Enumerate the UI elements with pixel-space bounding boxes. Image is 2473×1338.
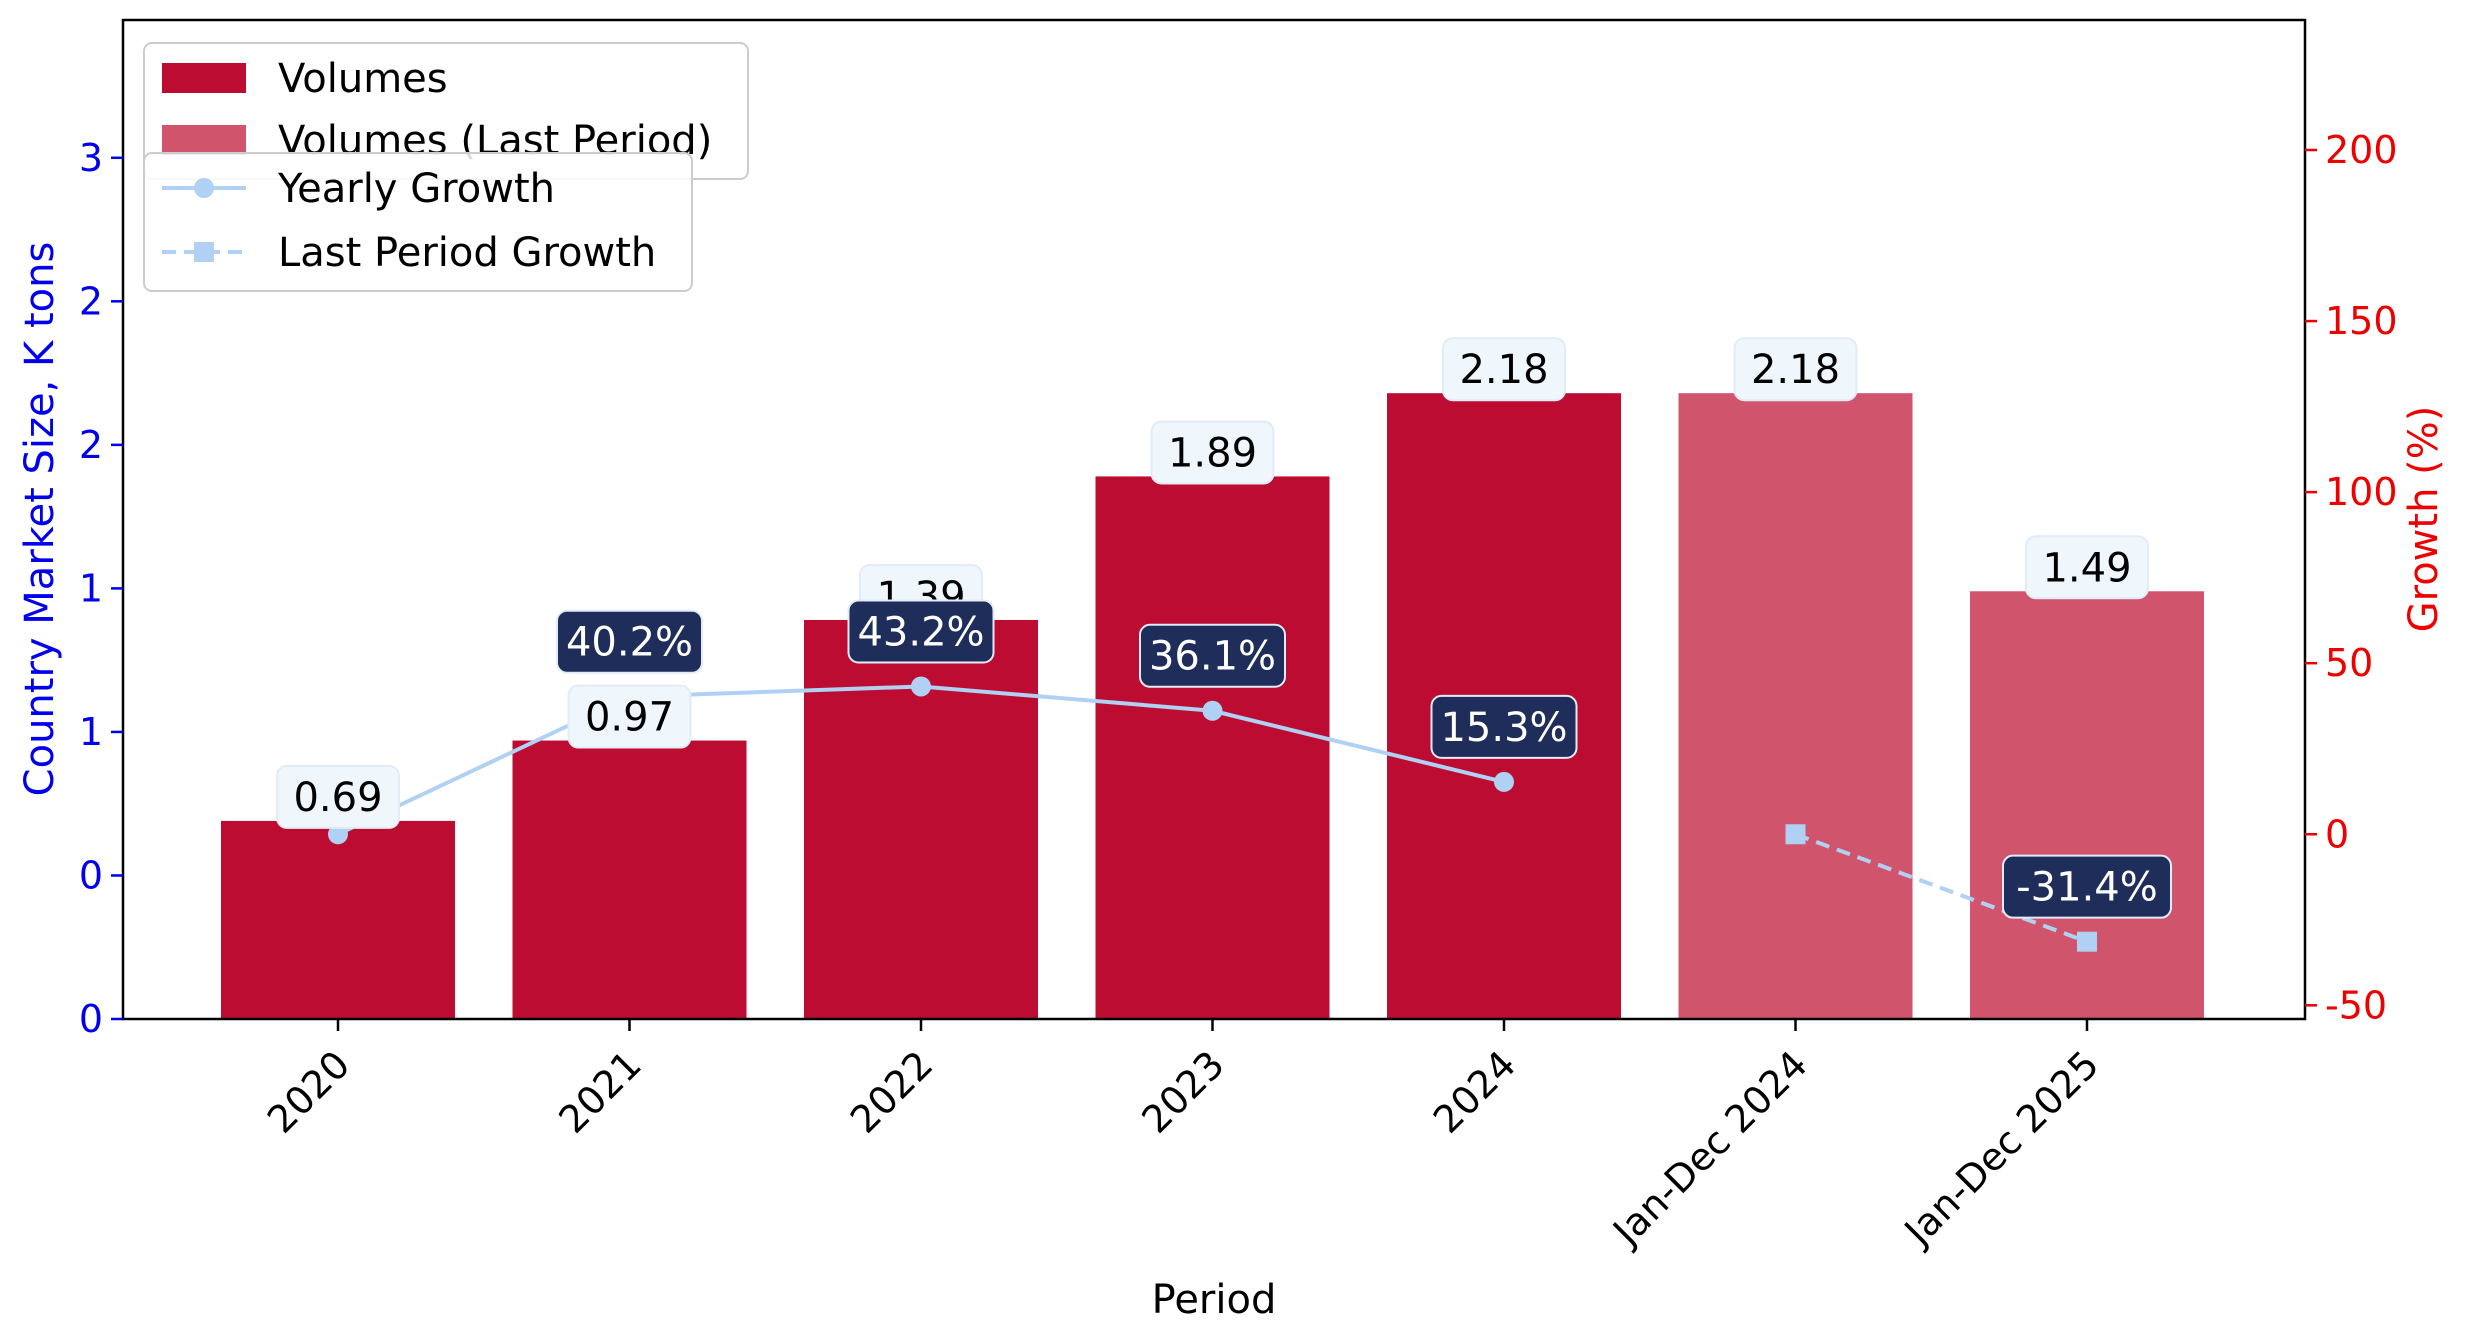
bar-value-label-volumes-1-box xyxy=(567,684,692,749)
left-tick-label-4: 2 xyxy=(79,423,103,467)
legend-label-0: Volumes xyxy=(278,56,448,102)
yearly-growth-marker-0 xyxy=(328,824,348,845)
bar-value-label-last-period-5-box xyxy=(1733,337,1858,402)
left-tick-label-3: 1 xyxy=(79,566,103,610)
growth-label-last-period-6: -31.4% xyxy=(2016,865,2158,911)
last-period-growth-marker-0 xyxy=(1785,824,1806,845)
growth-label-yearly-2: 43.2% xyxy=(857,609,984,655)
left-tick-label-5: 2 xyxy=(79,279,103,323)
yearly-growth-marker-2 xyxy=(911,676,931,697)
last-period-growth-line xyxy=(1794,832,2088,944)
bar-value-label-volumes-1: 0.97 xyxy=(585,695,674,741)
bar-value-label-last-period-6-box xyxy=(2025,535,2149,600)
legend-growth-label-1: Last Period Growth xyxy=(278,230,656,276)
bar-value-label-volumes-4-box xyxy=(1442,337,1566,402)
left-axis: 0 0 1 1 2 2 3 xyxy=(79,136,123,1041)
legend-marker-0 xyxy=(194,178,214,198)
bar-volumes-1 xyxy=(512,740,747,1019)
growth-label-yearly-2-box xyxy=(847,599,995,664)
legend-swatch-1 xyxy=(162,125,246,155)
bar-volumes-last-period-5 xyxy=(1678,393,1913,1019)
left-tick-label-1: 0 xyxy=(79,853,103,897)
left-tick-label-2: 1 xyxy=(79,710,103,754)
right-tick-label-5: 200 xyxy=(2325,128,2398,172)
legend-swatch-0 xyxy=(162,63,246,93)
left-tick-label-6: 3 xyxy=(79,136,103,180)
x-axis-title: Period xyxy=(1152,1277,1277,1323)
plot-frame xyxy=(121,18,2307,1021)
growth-label-yearly-4-box xyxy=(1430,694,1578,759)
last-period-growth-marker-1 xyxy=(2077,931,2097,952)
right-tick-label-1: 0 xyxy=(2325,812,2349,856)
bar-volumes-3 xyxy=(1095,476,1330,1019)
growth-lines-layer xyxy=(328,676,2097,952)
bar-value-label-last-period-6: 1.49 xyxy=(2042,545,2131,591)
legend-marker-1 xyxy=(194,242,214,262)
growth-label-yearly-1-box xyxy=(556,609,703,674)
left-tick-label-0: 0 xyxy=(79,997,103,1041)
growth-label-last-period-6-box xyxy=(2002,854,2172,919)
right-tick-label-2: 50 xyxy=(2325,641,2373,685)
legend-growth-label-0: Yearly Growth xyxy=(277,166,555,212)
bar-value-label-volumes-0: 0.69 xyxy=(293,775,382,821)
right-axis: -50 0 50 100 150 200 xyxy=(2305,128,2398,1027)
right-tick-label-0: -50 xyxy=(2325,983,2387,1027)
right-tick-label-4: 150 xyxy=(2325,299,2398,343)
bar-volumes-0 xyxy=(221,820,455,1019)
growth-label-yearly-3: 36.1% xyxy=(1149,634,1276,680)
right-tick-label-3: 100 xyxy=(2325,470,2398,514)
bar-value-label-last-period-5: 2.18 xyxy=(1751,347,1840,393)
bar-value-label-volumes-3-box xyxy=(1150,420,1275,485)
yearly-growth-marker-4 xyxy=(1494,771,1514,792)
bar-volumes-last-period-6 xyxy=(1970,591,2204,1019)
right-axis-title: Growth (%) xyxy=(2401,406,2447,633)
legend-box-growth xyxy=(143,152,693,292)
left-axis-title: Country Market Size, K tons xyxy=(17,242,63,797)
growth-label-yearly-3-box xyxy=(1139,623,1286,688)
growth-label-yearly-4: 15.3% xyxy=(1440,705,1567,751)
yearly-growth-marker-3 xyxy=(1202,700,1223,721)
bar-value-label-volumes-4: 2.18 xyxy=(1459,347,1548,393)
bar-value-label-volumes-3: 1.89 xyxy=(1168,430,1257,476)
bar-value-label-volumes-0-box xyxy=(276,764,400,829)
growth-label-yearly-1: 40.2% xyxy=(566,620,693,666)
